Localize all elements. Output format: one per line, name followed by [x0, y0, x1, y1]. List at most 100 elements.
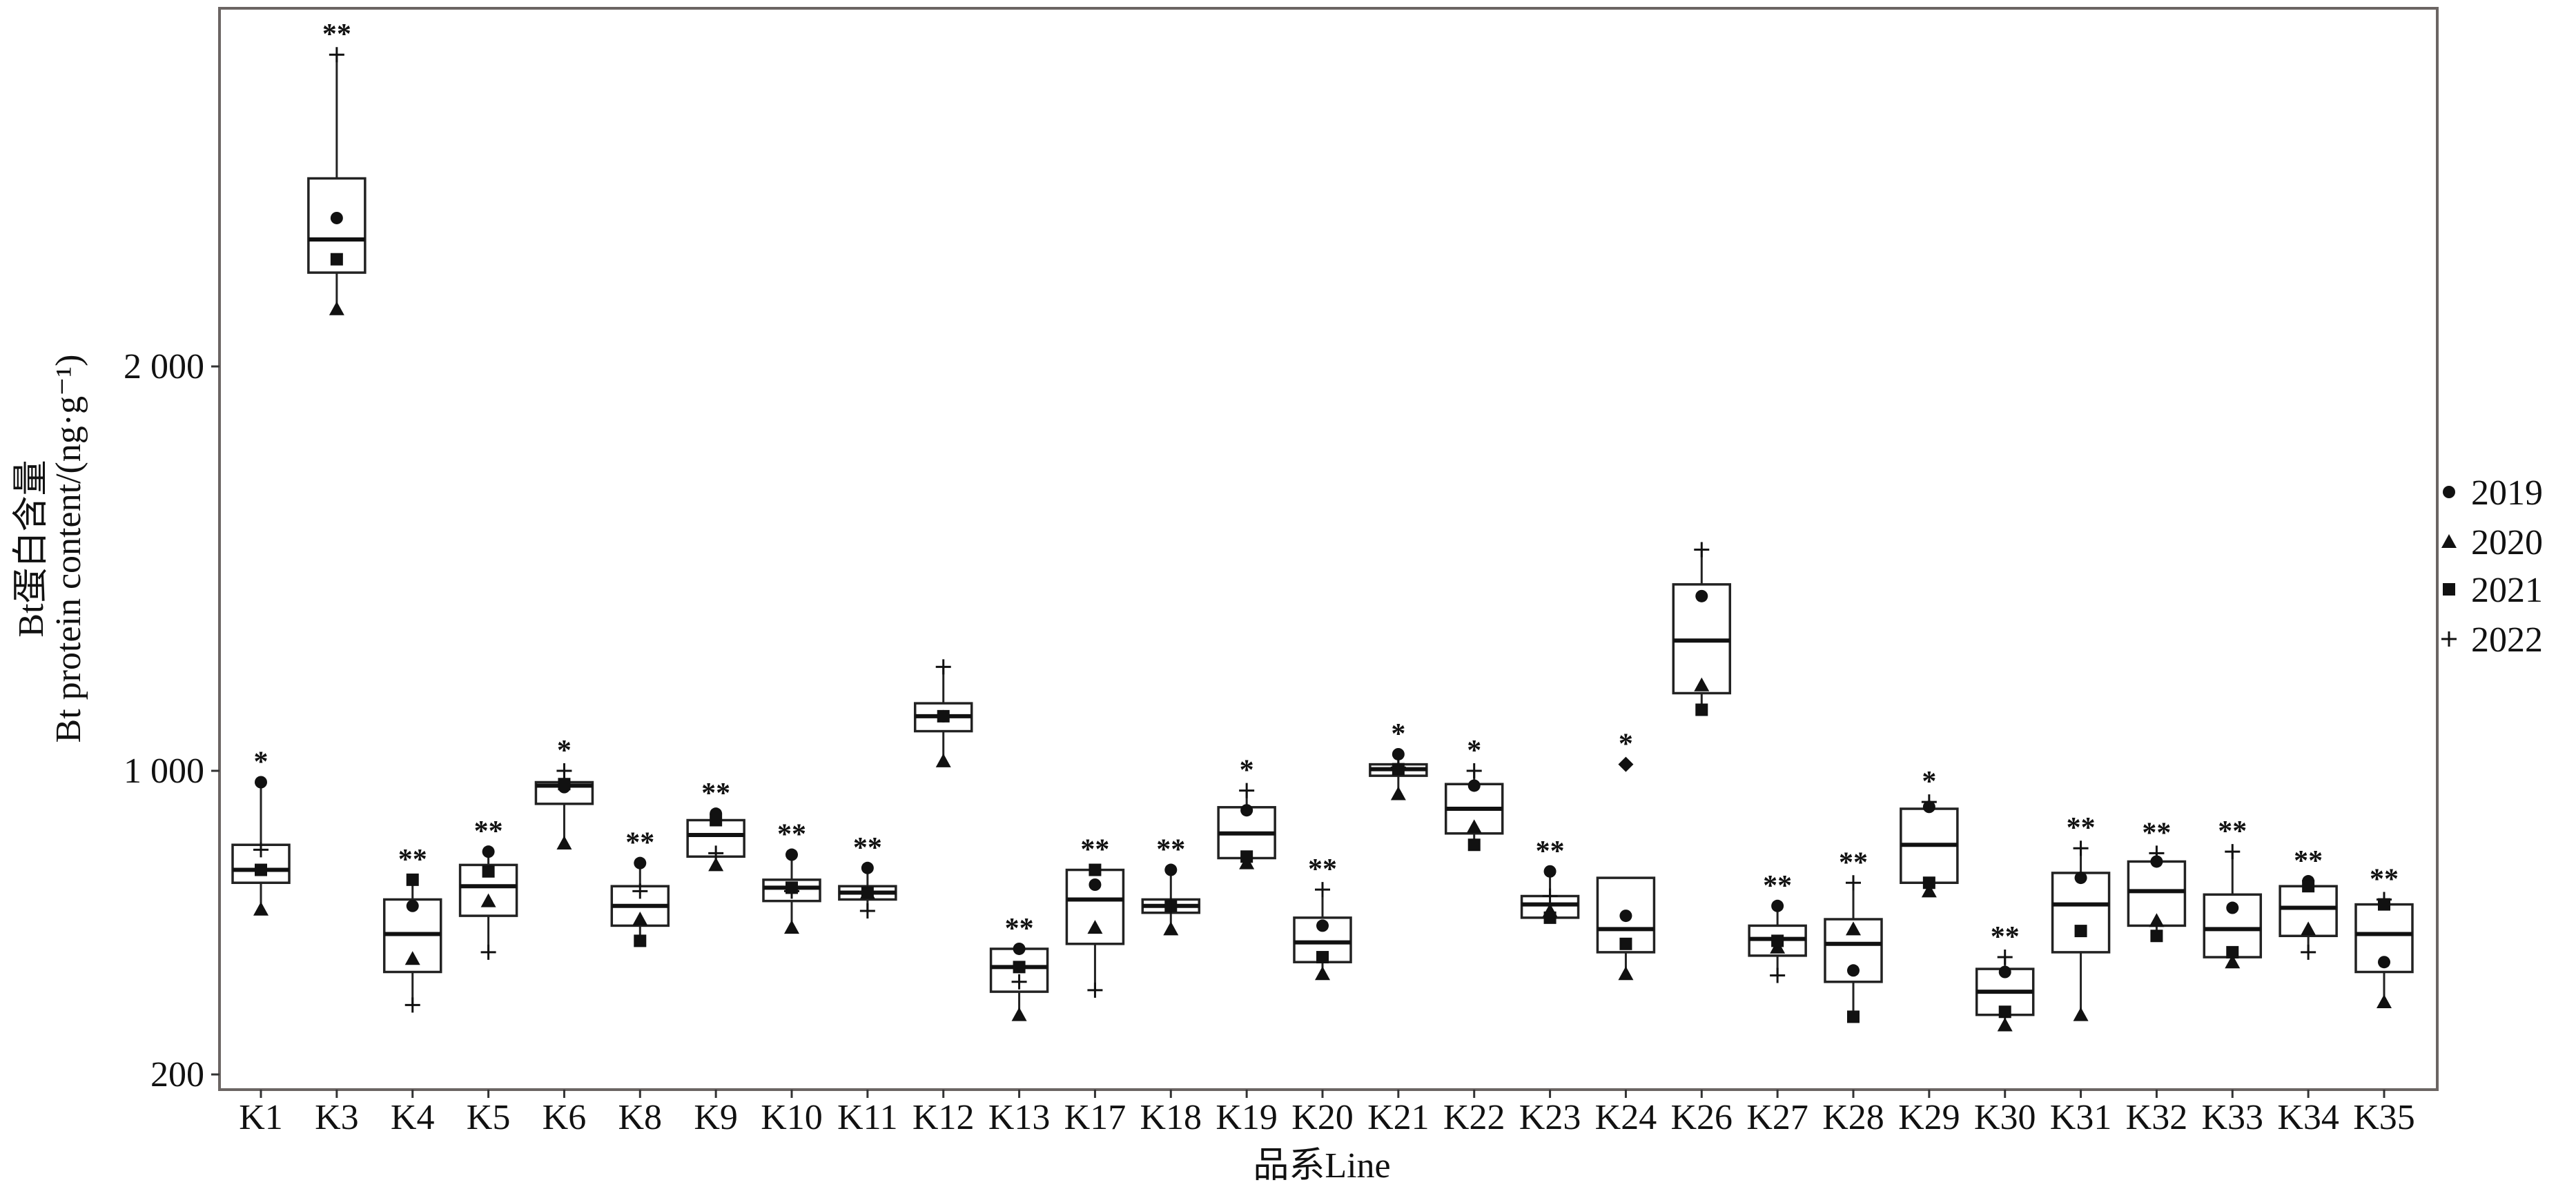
x-tick-label: K3 — [315, 1098, 359, 1137]
point-2019 — [1695, 589, 1708, 602]
point-2020 — [1921, 883, 1937, 898]
box-K27: ** — [1748, 870, 1807, 983]
point-2021 — [2074, 925, 2087, 938]
box-K4: ** — [382, 844, 442, 1013]
point-2020 — [1011, 1007, 1027, 1021]
box-K32: ** — [2127, 817, 2187, 943]
point-2021 — [710, 814, 723, 827]
x-tick-label: K21 — [1367, 1098, 1430, 1137]
x-tick-label: K9 — [694, 1098, 738, 1137]
point-2021 — [330, 253, 343, 266]
point-2022 — [1770, 967, 1786, 983]
x-tick-label: K12 — [913, 1098, 975, 1137]
x-tick-label: K4 — [391, 1098, 435, 1137]
x-tick-label: K19 — [1216, 1098, 1278, 1137]
significance-label: * — [1240, 755, 1254, 787]
point-2020 — [1694, 677, 1710, 691]
point-2021 — [634, 934, 647, 947]
box-K1: * — [231, 747, 291, 916]
square-icon — [2443, 583, 2455, 596]
legend-item-2021: 2021 — [2443, 571, 2543, 610]
x-tick-label: K35 — [2353, 1098, 2415, 1137]
point-2022 — [1466, 763, 1482, 778]
point-2020 — [1466, 819, 1482, 834]
point-2019 — [786, 848, 798, 861]
point-2020 — [1846, 921, 1861, 936]
legend-label: 2022 — [2471, 620, 2543, 660]
point-2021 — [558, 778, 571, 791]
point-2022 — [1163, 898, 1179, 914]
point-2019 — [1164, 863, 1178, 876]
box-K12 — [913, 659, 973, 767]
point-2020 — [556, 836, 572, 850]
x-tick-label: K8 — [618, 1098, 663, 1137]
significance-label: ** — [398, 844, 427, 876]
point-2022 — [2073, 841, 2089, 856]
point-2021 — [1922, 876, 1935, 890]
point-2019 — [1089, 878, 1102, 891]
box-K23: ** — [1520, 836, 1580, 924]
box-K31: ** — [2051, 812, 2111, 1021]
point-2020 — [1087, 920, 1103, 934]
point-2020 — [1997, 1017, 2013, 1032]
point-2022 — [1921, 794, 1937, 810]
point-2021 — [1467, 838, 1481, 852]
legend-item-2020: 2020 — [2441, 523, 2543, 562]
point-2019 — [1013, 942, 1026, 955]
significance-label: ** — [2218, 816, 2247, 847]
significance-label: * — [557, 735, 572, 767]
point-2022 — [329, 47, 344, 63]
significance-label: ** — [701, 778, 730, 809]
point-2019 — [255, 776, 267, 789]
significance-label: ** — [2067, 812, 2096, 844]
point-2022 — [1390, 760, 1406, 776]
x-tick-label: K33 — [2202, 1098, 2264, 1137]
point-2020 — [2301, 921, 2316, 936]
significance-label: ** — [625, 827, 654, 859]
point-2020 — [1163, 921, 1179, 936]
point-2022 — [1694, 542, 1710, 558]
point-2019 — [1543, 865, 1557, 878]
point-2020 — [1315, 966, 1330, 981]
x-tick-label: K31 — [2050, 1098, 2112, 1137]
significance-label: ** — [474, 816, 503, 847]
point-2021 — [2226, 945, 2239, 959]
x-tick-label: K28 — [1822, 1098, 1884, 1137]
y-axis-title-en: Bt protein content/(ng·g⁻¹) — [49, 355, 88, 743]
point-2022 — [1542, 888, 1558, 904]
box-K28: ** — [1824, 847, 1883, 1023]
x-tick-label: K32 — [2126, 1098, 2188, 1137]
significance-label: ** — [1839, 847, 1868, 878]
point-2022 — [2377, 892, 2392, 907]
point-2020 — [935, 753, 951, 767]
box-K17: ** — [1065, 834, 1125, 998]
significance-label: ** — [1005, 913, 1034, 945]
x-tick-label: K10 — [761, 1098, 823, 1137]
point-2022 — [253, 842, 269, 858]
x-tick-label: K30 — [1974, 1098, 2036, 1137]
x-tick-label: K18 — [1140, 1098, 1202, 1137]
box-K5: ** — [458, 816, 518, 960]
point-2019 — [406, 899, 419, 912]
point-2019 — [482, 845, 495, 858]
significance-label: * — [1922, 766, 1936, 798]
point-2022 — [1315, 882, 1330, 898]
x-tick-label: K26 — [1671, 1098, 1733, 1137]
point-2020 — [1618, 966, 1634, 981]
box-K9: ** — [686, 778, 745, 872]
box-K19: * — [1217, 755, 1276, 869]
x-tick-label: K23 — [1519, 1098, 1581, 1137]
significance-label: ** — [2142, 817, 2171, 849]
box-K13: ** — [989, 913, 1049, 1021]
box-K18: ** — [1141, 834, 1201, 936]
box-K29: * — [1900, 766, 1959, 898]
significance-label: * — [254, 747, 269, 778]
point-2020 — [2073, 1007, 2089, 1021]
point-2022 — [2225, 844, 2241, 860]
significance-label: * — [1467, 735, 1481, 767]
point-2019 — [2226, 901, 2239, 914]
point-2022 — [1239, 783, 1255, 798]
point-2022 — [632, 883, 648, 899]
point-2021 — [406, 873, 419, 886]
